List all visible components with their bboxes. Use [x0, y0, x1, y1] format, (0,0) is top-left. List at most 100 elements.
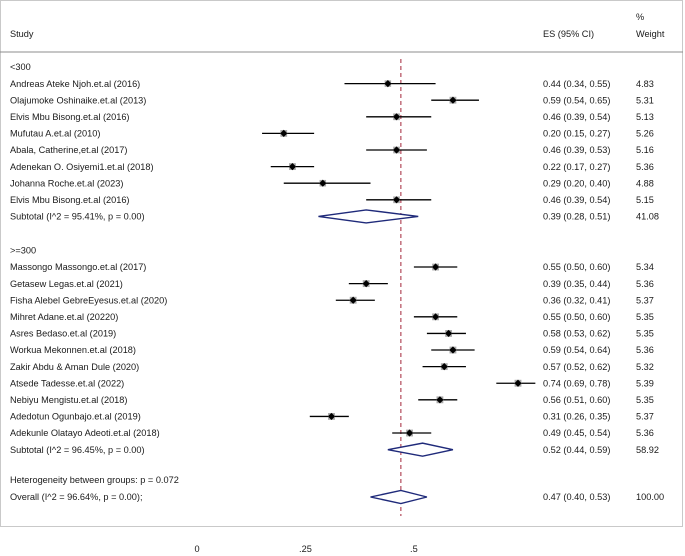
- subtotal-es-text: 0.39 (0.28, 0.51): [543, 212, 610, 222]
- study-weight: 5.35: [636, 395, 654, 405]
- study-name: Johanna Roche.et.al (2023): [10, 178, 123, 188]
- overall-weight: 100.00: [636, 492, 664, 502]
- study-name: Adekunle Olatayo Adeoti.et.al (2018): [10, 428, 160, 438]
- x-tick-label: .5: [410, 544, 418, 554]
- study-name: Mihret Adane.et.al (20220): [10, 312, 118, 322]
- study-point: [280, 129, 288, 137]
- study-name: Abala, Catherine,et.al (2017): [10, 145, 127, 155]
- study-es-text: 0.58 (0.53, 0.62): [543, 329, 610, 339]
- study-point: [319, 179, 327, 187]
- subtotal-weight: 58.92: [636, 445, 659, 455]
- study-weight: 5.34: [636, 262, 654, 272]
- study-point: [440, 363, 448, 371]
- study-name: Asres Bedaso.et.al (2019): [10, 329, 116, 339]
- study-weight: 5.26: [636, 129, 654, 139]
- study-weight: 5.16: [636, 145, 654, 155]
- study-name: Adenekan O. Osiyemi1.et.al (2018): [10, 162, 154, 172]
- study-es-text: 0.57 (0.52, 0.62): [543, 362, 610, 372]
- plot-frame: [0, 0, 683, 527]
- subtotal-es-text: 0.52 (0.44, 0.59): [543, 445, 610, 455]
- study-weight: 5.39: [636, 378, 654, 388]
- overall-label: Overall (I^2 = 96.64%, p = 0.00);: [10, 492, 143, 502]
- study-point: [431, 313, 440, 321]
- study-point: [349, 296, 357, 304]
- study-es-text: 0.31 (0.26, 0.35): [543, 412, 610, 422]
- subtotal-diamond: [387, 442, 454, 457]
- study-weight: 5.32: [636, 362, 654, 372]
- header-study: Study: [10, 29, 34, 39]
- study-es-text: 0.29 (0.20, 0.40): [543, 178, 610, 188]
- study-es-text: 0.20 (0.15, 0.27): [543, 129, 610, 139]
- study-point: [288, 163, 297, 171]
- study-point: [362, 280, 370, 288]
- study-name: Elvis Mbu Bisong.et.al (2016): [10, 195, 130, 205]
- subtotal-label: Subtotal (I^2 = 95.41%, p = 0.00): [10, 212, 145, 222]
- study-name: Getasew Legas.et.al (2021): [10, 279, 123, 289]
- study-name: Elvis Mbu Bisong.et.al (2016): [10, 112, 130, 122]
- subtotal-diamond: [318, 209, 419, 224]
- study-name: Mufutau A.et.al (2010): [10, 129, 100, 139]
- study-point: [449, 96, 457, 104]
- study-es-text: 0.44 (0.34, 0.55): [543, 79, 610, 89]
- study-point: [514, 379, 522, 387]
- study-point: [405, 429, 414, 437]
- study-name: Atsede Tadesse.et.al (2022): [10, 378, 124, 388]
- overall-diamond: [370, 489, 428, 505]
- subtotal-label: Subtotal (I^2 = 96.45%, p = 0.00): [10, 445, 145, 455]
- study-name: Massongo Massongo.et.al (2017): [10, 262, 146, 272]
- study-weight: 5.31: [636, 95, 654, 105]
- study-point: [444, 329, 453, 338]
- study-name: Andreas Ateke Njoh.et.al (2016): [10, 79, 140, 89]
- study-weight: 5.36: [636, 345, 654, 355]
- study-weight: 5.37: [636, 295, 654, 305]
- study-weight: 5.15: [636, 195, 654, 205]
- header-weight-pct: %: [636, 12, 644, 22]
- study-point: [392, 146, 401, 154]
- study-weight: 5.37: [636, 412, 654, 422]
- study-weight: 5.36: [636, 279, 654, 289]
- study-es-text: 0.55 (0.50, 0.60): [543, 312, 610, 322]
- study-point: [384, 80, 392, 88]
- overall-es-text: 0.47 (0.40, 0.53): [543, 492, 610, 502]
- study-es-text: 0.59 (0.54, 0.64): [543, 345, 610, 355]
- study-name: Olajumoke Oshinaike.et.al (2013): [10, 95, 146, 105]
- study-es-text: 0.56 (0.51, 0.60): [543, 395, 610, 405]
- subtotal-weight: 41.08: [636, 212, 659, 222]
- study-weight: 5.36: [636, 162, 654, 172]
- study-point: [431, 263, 440, 271]
- heterogeneity-text: Heterogeneity between groups: p = 0.072: [10, 475, 179, 485]
- study-es-text: 0.39 (0.35, 0.44): [543, 279, 610, 289]
- study-point: [327, 412, 336, 421]
- study-name: Workua Mekonnen.et.al (2018): [10, 345, 136, 355]
- study-es-text: 0.22 (0.17, 0.27): [543, 162, 610, 172]
- study-name: Adedotun Ogunbajo.et.al (2019): [10, 412, 141, 422]
- study-point: [392, 196, 401, 204]
- header-es: ES (95% CI): [543, 29, 594, 39]
- study-point: [392, 113, 401, 121]
- study-name: Nebiyu Mengistu.et.al (2018): [10, 395, 127, 405]
- study-weight: 5.36: [636, 428, 654, 438]
- study-es-text: 0.74 (0.69, 0.78): [543, 378, 610, 388]
- study-es-text: 0.46 (0.39, 0.54): [543, 112, 610, 122]
- study-es-text: 0.46 (0.39, 0.54): [543, 195, 610, 205]
- study-es-text: 0.46 (0.39, 0.53): [543, 145, 610, 155]
- study-es-text: 0.59 (0.54, 0.65): [543, 95, 610, 105]
- header-weight: Weight: [636, 29, 665, 39]
- study-weight: 5.13: [636, 112, 654, 122]
- study-name: Zakir Abdu & Aman Dule (2020): [10, 362, 139, 372]
- study-weight: 5.35: [636, 312, 654, 322]
- group-label: >=300: [10, 246, 36, 256]
- study-name: Fisha Alebel GebreEyesus.et.al (2020): [10, 295, 167, 305]
- x-tick-label: 0: [194, 544, 199, 554]
- study-es-text: 0.36 (0.32, 0.41): [543, 295, 610, 305]
- study-weight: 4.83: [636, 79, 654, 89]
- study-es-text: 0.49 (0.45, 0.54): [543, 428, 610, 438]
- study-weight: 4.88: [636, 178, 654, 188]
- study-point: [436, 396, 444, 404]
- study-weight: 5.35: [636, 329, 654, 339]
- x-tick-label: .25: [299, 544, 312, 554]
- study-es-text: 0.55 (0.50, 0.60): [543, 262, 610, 272]
- study-point: [449, 346, 457, 354]
